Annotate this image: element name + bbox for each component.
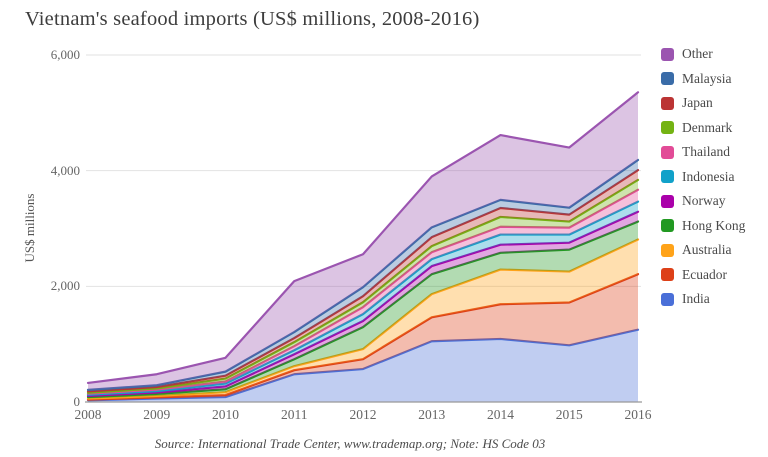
y-tick-label-0: 0 (73, 394, 81, 409)
legend-item-india[interactable]: India (661, 291, 745, 306)
line-norway (86, 210, 640, 398)
legend-swatch-ecuador (661, 268, 674, 281)
x-tick-label-2009: 2009 (143, 407, 171, 422)
legend-item-japan[interactable]: Japan (661, 95, 745, 110)
line-ecuador (86, 273, 640, 401)
legend-item-thailand[interactable]: Thailand (661, 144, 745, 159)
legend-swatch-thailand (661, 145, 674, 159)
legend-label-malaysia: Malaysia (682, 70, 732, 86)
legend-swatch-indonesia (661, 170, 674, 183)
legend-swatch-india (661, 292, 674, 306)
x-tick-label-2011: 2011 (281, 407, 308, 422)
line-indonesia (86, 200, 640, 396)
legend-item-malaysia[interactable]: Malaysia (661, 70, 745, 86)
legend-swatch-japan (661, 96, 674, 110)
line-thailand (86, 188, 640, 395)
line-hong-kong (86, 220, 640, 399)
x-tick-label-2014: 2014 (487, 407, 514, 422)
legend-label-indonesia: Indonesia (682, 168, 735, 184)
x-tick-label-2010: 2010 (212, 407, 239, 422)
x-tick-label-2012: 2012 (349, 407, 377, 422)
legend-label-ecuador: Ecuador (682, 266, 727, 282)
line-malaysia (86, 158, 640, 391)
legend-item-other[interactable]: Other (661, 46, 745, 61)
legend-swatch-norway (661, 194, 674, 208)
legend-label-hong-kong: Hong Kong (682, 217, 746, 233)
legend-swatch-hong-kong (661, 219, 674, 232)
legend-swatch-australia (661, 243, 674, 257)
area-hong-kong[interactable] (88, 221, 638, 399)
legend-label-australia: Australia (682, 242, 732, 257)
legend-item-ecuador[interactable]: Ecuador (661, 266, 745, 282)
legend-label-norway: Norway (682, 193, 726, 208)
legend-label-other: Other (682, 46, 713, 61)
line-other (86, 91, 640, 385)
legend-item-australia[interactable]: Australia (661, 242, 745, 257)
legend-label-japan: Japan (682, 95, 713, 110)
legend-swatch-denmark (661, 121, 674, 134)
source-note: Source: International Trade Center, www.… (154, 436, 546, 451)
area-other[interactable] (88, 92, 638, 390)
line-japan (86, 168, 640, 393)
legend-swatch-other (661, 47, 674, 61)
area-australia[interactable] (88, 239, 638, 400)
area-india[interactable] (88, 329, 638, 402)
legend-label-thailand: Thailand (682, 144, 730, 159)
y-tick-label-6000: 6,000 (50, 47, 80, 62)
x-tick-label-2015: 2015 (555, 407, 583, 422)
x-tick-label-2008: 2008 (74, 407, 102, 422)
legend-item-hong-kong[interactable]: Hong Kong (661, 217, 746, 233)
y-tick-label-2000: 2,000 (50, 278, 80, 294)
line-denmark (86, 178, 640, 394)
legend-item-indonesia[interactable]: Indonesia (661, 168, 745, 184)
legend-item-norway[interactable]: Norway (661, 193, 745, 208)
legend-label-india: India (682, 291, 710, 306)
legend-item-denmark[interactable]: Denmark (661, 119, 745, 135)
legend: Other Malaysia Japan Denmark Thailand Indones… (661, 46, 746, 306)
legend-label-denmark: Denmark (682, 119, 733, 135)
line-australia (86, 238, 640, 400)
x-tick-label-2013: 2013 (418, 407, 446, 422)
chart-title: Vietnam's seafood imports (US$ millions,… (25, 8, 480, 30)
line-india (86, 328, 640, 402)
area-ecuador[interactable] (88, 274, 638, 401)
y-tick-label-4000: 4,000 (50, 162, 80, 178)
legend-swatch-malaysia (661, 72, 674, 85)
x-tick-label-2016: 2016 (624, 407, 652, 422)
